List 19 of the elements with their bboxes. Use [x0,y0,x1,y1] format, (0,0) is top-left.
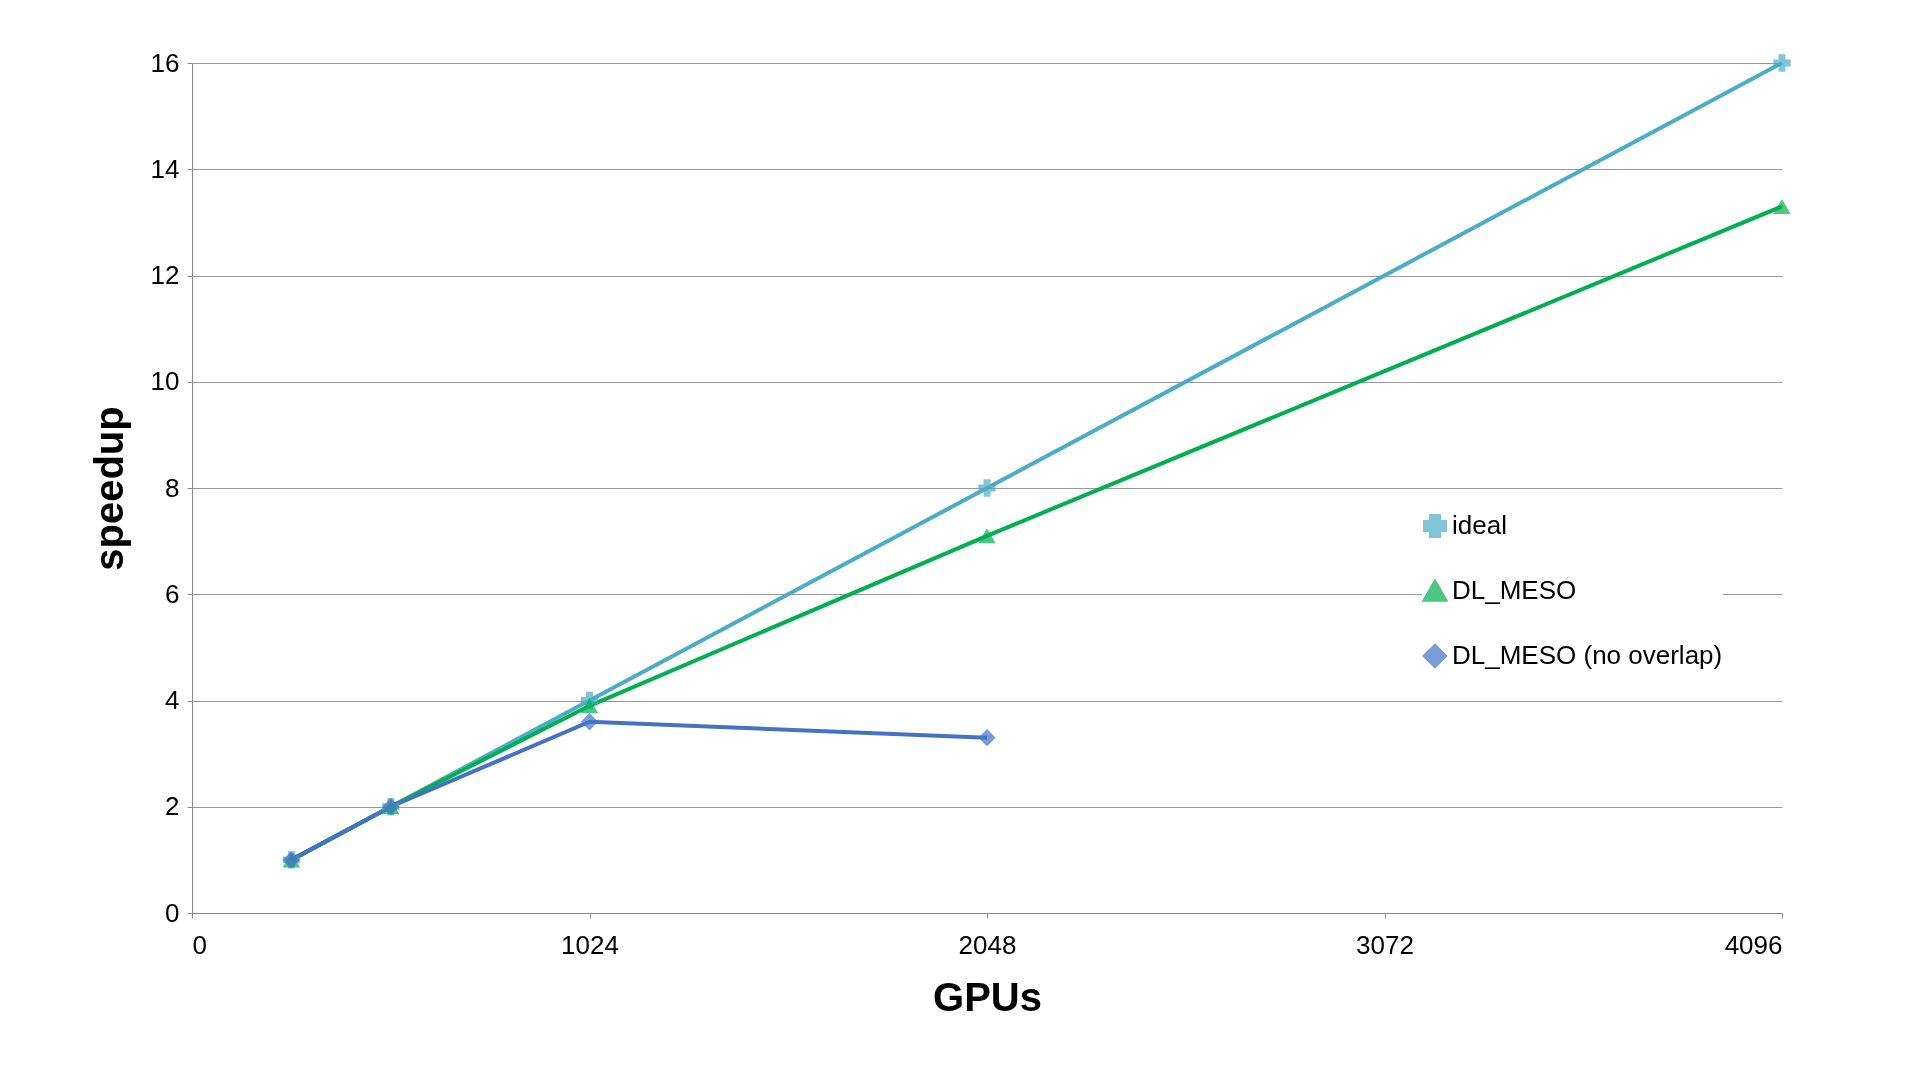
y-tick-label: 16 [150,47,180,78]
legend-label: ideal [1452,510,1507,540]
y-tick-label: 4 [165,685,180,715]
x-tick-label: 0 [192,929,207,960]
y-tick-label: 12 [150,260,180,290]
y-tick-label: 2 [165,791,180,822]
x-tick-label: 1024 [561,929,619,960]
x-tick-label: 2048 [958,929,1017,960]
y-tick-label: 8 [165,472,180,503]
x-tick-label: 3072 [1356,929,1414,960]
y-tick-label: 6 [165,578,180,609]
y-tick-label: 0 [165,897,180,928]
y-tick-label: 10 [150,366,180,397]
legend-label: DL_MESO [1452,575,1577,605]
y-axis-title: speedup [86,406,131,571]
y-tick-label: 14 [150,153,180,184]
x-axis-title: GPUs [933,974,1042,1019]
x-tick-label: 4096 [1724,929,1783,960]
legend-label: DL_MESO (no overlap) [1452,640,1723,670]
